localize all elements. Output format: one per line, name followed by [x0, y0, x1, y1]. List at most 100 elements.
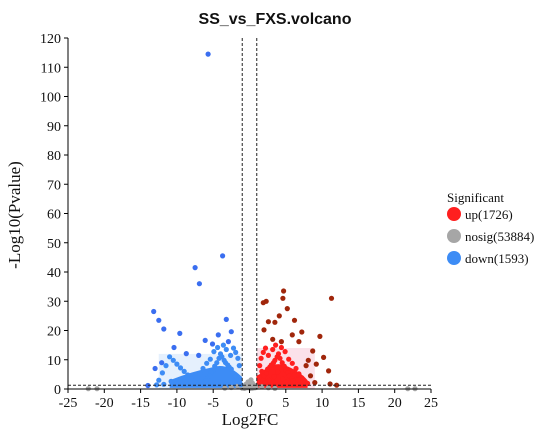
point-down-outliers	[145, 382, 151, 389]
point-up-outliers	[334, 382, 340, 388]
point-down-1593	[177, 365, 184, 371]
point-up-1726	[270, 346, 276, 353]
point-up-outliers	[299, 329, 305, 335]
point-down-outliers	[196, 281, 202, 287]
point-up-outliers	[305, 357, 311, 363]
legend-swatch	[447, 207, 461, 221]
point-up-outliers	[291, 317, 298, 323]
point-up-outliers	[312, 380, 318, 386]
chart-title: SS_vs_FXS.volcano	[199, 11, 352, 28]
x-tick-label: -15	[131, 396, 150, 411]
point-down-outliers	[196, 352, 202, 358]
point-nosig-53884	[243, 381, 249, 387]
point-up-1726	[266, 377, 272, 383]
threshold-lines	[68, 38, 431, 389]
point-up-outliers	[313, 361, 319, 367]
point-up-outliers	[296, 339, 302, 345]
x-tick-label: -20	[95, 396, 114, 411]
point-down-1593	[223, 346, 229, 353]
y-axis-label: -Log10(Pvalue)	[5, 161, 24, 269]
axes: -25 -20 -15 -10 -5 0 5 10 15 20 25 0 10 20 30 40 50 60 70 8…	[40, 32, 438, 411]
point-up-outliers	[303, 363, 309, 369]
legend-swatch	[447, 229, 461, 243]
point-down-1593	[200, 365, 206, 372]
point-down-outliers	[223, 316, 229, 322]
x-tick-label: 0	[246, 396, 253, 411]
x-tick-label: 10	[315, 396, 329, 411]
point-up-1726	[262, 380, 268, 386]
point-down-outliers	[151, 308, 157, 315]
point-down-1593	[215, 344, 221, 351]
y-tick-label: 80	[47, 149, 61, 164]
point-down-outliers	[192, 265, 198, 271]
point-up-outliers	[327, 381, 333, 387]
y-tick-label: 20	[47, 325, 61, 340]
point-down-1593	[233, 349, 239, 355]
point-up-outliers	[310, 348, 316, 354]
point-down-outliers	[228, 329, 234, 335]
point-up-1726	[271, 374, 277, 380]
y-tick-label: 40	[47, 266, 61, 281]
point-down-1593	[194, 375, 200, 381]
point-up-outliers	[284, 306, 290, 312]
point-down-outliers	[161, 326, 167, 332]
x-tick-label: -5	[207, 396, 219, 411]
point-up-outliers	[260, 300, 266, 306]
point-up-1726	[291, 372, 298, 378]
x-tick-label: 15	[351, 396, 365, 411]
point-down-1593	[236, 363, 242, 369]
point-down-outliers	[152, 365, 158, 372]
legend: Significant up(1726) nosig(53884) down(159…	[447, 190, 534, 266]
point-down-outliers	[183, 351, 189, 357]
x-tick-label: 20	[388, 396, 402, 411]
legend-label: down(1593)	[465, 251, 529, 266]
x-tick-label: 5	[282, 396, 289, 411]
point-up-outliers	[261, 327, 267, 333]
point-up-1726	[286, 356, 292, 362]
point-down-1593	[207, 356, 213, 362]
point-up-1726	[293, 365, 299, 372]
y-tick-label: 60	[47, 208, 61, 223]
point-up-1726	[278, 344, 284, 351]
point-nosig-53884	[265, 385, 271, 391]
y-tick-label: 90	[47, 120, 61, 135]
point-up-outliers	[270, 336, 276, 342]
point-down-1593	[197, 371, 203, 377]
y-tick-label: 10	[47, 354, 61, 369]
point-up-outliers	[289, 332, 295, 338]
point-up-1726	[282, 349, 288, 355]
point-down-outliers	[156, 317, 162, 323]
point-up-1726	[277, 355, 283, 361]
point-nosig-53884	[249, 380, 255, 386]
y-tick-label: 70	[47, 178, 61, 193]
point-nosig-53884	[272, 385, 278, 391]
point-down-outliers	[209, 341, 216, 347]
point-down-1593	[181, 368, 187, 374]
point-down-1593	[185, 372, 191, 378]
point-down-outliers	[202, 337, 208, 343]
point-up-outliers	[280, 295, 286, 301]
point-up-outliers	[326, 368, 332, 374]
point-down-1593	[170, 357, 176, 363]
point-down-1593	[159, 370, 165, 376]
point-up-1726	[275, 351, 282, 357]
point-up-1726	[296, 371, 302, 377]
legend-title: Significant	[447, 190, 504, 205]
point-down-1593	[156, 377, 162, 383]
point-down-1593	[235, 355, 241, 361]
x-tick-label: -25	[59, 396, 78, 411]
plot-area	[85, 51, 418, 392]
point-down-1593	[216, 355, 222, 361]
point-down-1593	[168, 378, 174, 384]
y-tick-label: 50	[47, 237, 61, 252]
point-down-outliers	[215, 332, 221, 338]
point-down-1593	[217, 351, 224, 357]
point-down-outliers	[205, 51, 211, 57]
point-down-1593	[161, 381, 167, 387]
point-down-outliers	[225, 339, 231, 345]
y-tick-label: 110	[41, 61, 61, 76]
y-tick-label: 100	[40, 91, 61, 106]
point-up-outliers	[321, 354, 327, 360]
point-up-1726	[297, 382, 303, 388]
point-nosig-53884	[222, 385, 228, 391]
